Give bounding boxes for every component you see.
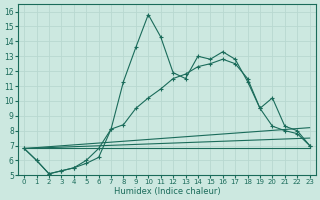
X-axis label: Humidex (Indice chaleur): Humidex (Indice chaleur) bbox=[114, 187, 220, 196]
